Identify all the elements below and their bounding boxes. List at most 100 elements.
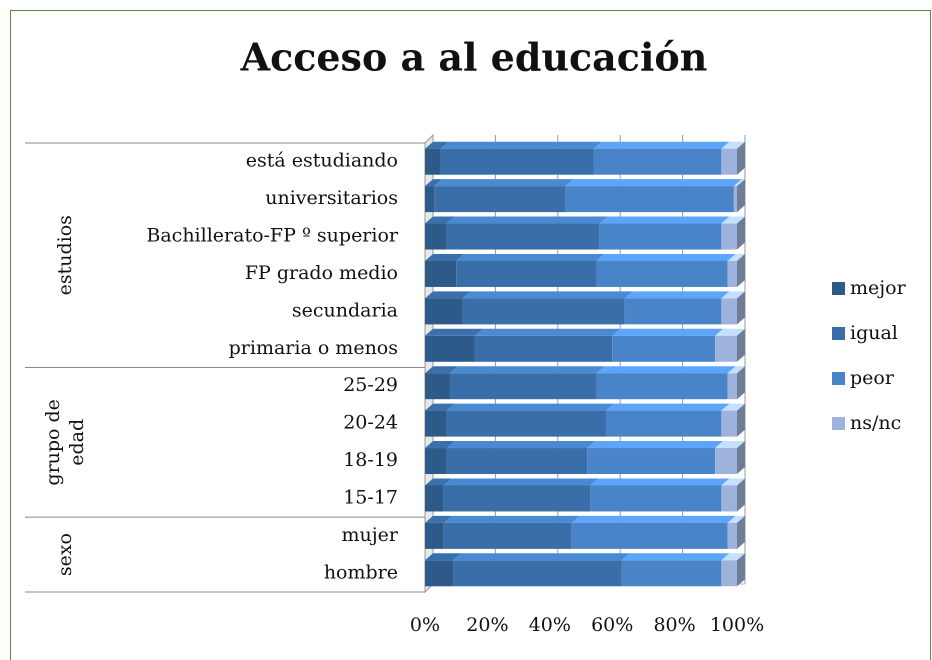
legend-swatch (832, 327, 845, 340)
bar-top (456, 253, 605, 261)
bar-top (721, 403, 745, 411)
x-tick-label: 20% (466, 614, 508, 636)
legend-label: igual (850, 322, 898, 344)
bar-top (596, 366, 736, 374)
legend-label: peor (850, 367, 895, 389)
bar-side (737, 253, 745, 287)
bar (624, 298, 722, 325)
bar (599, 223, 722, 250)
bar-side (737, 403, 745, 437)
bar-top (721, 141, 745, 149)
bar (425, 373, 450, 400)
bar (587, 448, 716, 475)
chart-title: Acceso a al educación (240, 35, 708, 80)
bar (443, 485, 591, 512)
bar-top (733, 179, 745, 187)
bar (443, 522, 572, 549)
bar-top (449, 366, 605, 374)
bar (715, 335, 737, 362)
bar-top (596, 253, 736, 261)
bar (721, 485, 737, 512)
bar-top (474, 328, 621, 336)
bar-top (587, 441, 724, 449)
bar-top (715, 441, 745, 449)
bar (425, 560, 454, 587)
frame (10, 10, 931, 660)
legend-swatch (832, 417, 845, 430)
bar (456, 260, 597, 287)
bar-top (593, 141, 730, 149)
bar-top (727, 515, 745, 523)
bar-top (425, 515, 452, 523)
bar-top (727, 366, 745, 374)
bar (425, 186, 435, 213)
group-label: edad (66, 419, 88, 466)
bar (449, 373, 597, 400)
bar-top (434, 179, 574, 187)
bar-top (425, 441, 455, 449)
bar-side (737, 328, 745, 362)
x-tick-label: 0% (410, 614, 440, 636)
bar (425, 335, 475, 362)
bar-top (721, 478, 745, 486)
bar-top (443, 515, 580, 523)
bar (425, 410, 447, 437)
bar (474, 335, 613, 362)
bar-top (624, 291, 730, 299)
bar-top (462, 291, 633, 299)
x-tick-label: 60% (591, 614, 633, 636)
bar (565, 186, 734, 213)
bar (425, 298, 463, 325)
bar (612, 335, 716, 362)
bar (721, 223, 737, 250)
bar (721, 560, 737, 587)
bar (425, 148, 441, 175)
legend-label: ns/nc (850, 412, 901, 434)
y-tick-label: 25-29 (343, 374, 398, 396)
bar (715, 448, 737, 475)
bar (596, 260, 728, 287)
bar (440, 148, 594, 175)
bar-top (425, 141, 449, 149)
bar-top (605, 403, 730, 411)
bar (621, 560, 722, 587)
bar (453, 560, 622, 587)
bar-side (737, 141, 745, 175)
bar-top (721, 291, 745, 299)
bar (721, 298, 737, 325)
bar-top (453, 553, 630, 561)
bar (434, 186, 566, 213)
bar-top (727, 253, 745, 261)
y-tick-label: 20-24 (343, 412, 398, 434)
bar (446, 448, 588, 475)
bar-top (621, 553, 730, 561)
bar (733, 186, 737, 213)
bar (446, 410, 606, 437)
bar (593, 148, 722, 175)
bar (462, 298, 625, 325)
bar-side (737, 515, 745, 549)
y-tick-label: mujer (342, 524, 399, 546)
y-tick-label: hombre (324, 561, 398, 583)
bar-top (571, 515, 736, 523)
bar-top (599, 216, 730, 224)
bar-top (590, 478, 730, 486)
bar (571, 522, 728, 549)
bar (721, 148, 737, 175)
y-tick-label: FP grado medio (245, 262, 398, 284)
bar-side (737, 291, 745, 325)
bar (425, 485, 444, 512)
bar-top (425, 328, 483, 336)
bar-top (721, 216, 745, 224)
bar-top (612, 328, 724, 336)
x-tick-label: 100% (710, 614, 764, 636)
legend-swatch (832, 372, 845, 385)
bar-top (425, 291, 471, 299)
bar-side (737, 366, 745, 400)
bar-top (721, 553, 745, 561)
bar-top (446, 403, 614, 411)
bar (590, 485, 722, 512)
bar (727, 373, 737, 400)
bar (721, 410, 737, 437)
bar (425, 223, 447, 250)
